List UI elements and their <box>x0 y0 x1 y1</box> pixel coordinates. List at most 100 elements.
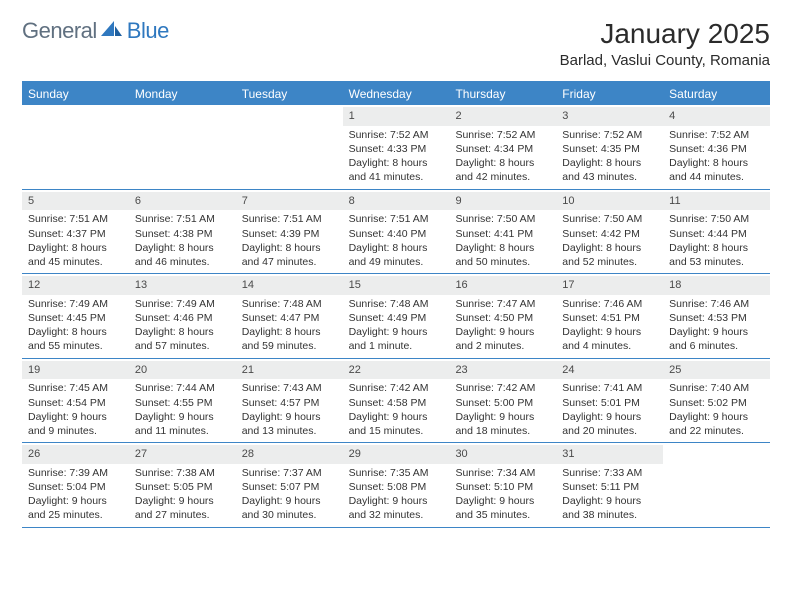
sunrise: Sunrise: 7:52 AM <box>669 128 764 142</box>
sunrise: Sunrise: 7:42 AM <box>349 381 444 395</box>
sunset: Sunset: 5:11 PM <box>562 480 657 494</box>
sunset: Sunset: 4:40 PM <box>349 227 444 241</box>
sunset: Sunset: 5:04 PM <box>28 480 123 494</box>
day-number: 16 <box>449 276 556 295</box>
day-number: 25 <box>663 361 770 380</box>
day-28: 28Sunrise: 7:37 AMSunset: 5:07 PMDayligh… <box>236 443 343 527</box>
sunset: Sunset: 4:47 PM <box>242 311 337 325</box>
day-4: 4Sunrise: 7:52 AMSunset: 4:36 PMDaylight… <box>663 105 770 189</box>
daylight: Daylight: 9 hours and 4 minutes. <box>562 325 657 353</box>
sunset: Sunset: 5:08 PM <box>349 480 444 494</box>
day-number: 4 <box>663 107 770 126</box>
day-number: 5 <box>22 192 129 211</box>
day-number: 20 <box>129 361 236 380</box>
sunrise: Sunrise: 7:35 AM <box>349 466 444 480</box>
month-title: January 2025 <box>560 18 770 50</box>
sunset: Sunset: 4:37 PM <box>28 227 123 241</box>
day-31: 31Sunrise: 7:33 AMSunset: 5:11 PMDayligh… <box>556 443 663 527</box>
sunset: Sunset: 4:53 PM <box>669 311 764 325</box>
day-12: 12Sunrise: 7:49 AMSunset: 4:45 PMDayligh… <box>22 274 129 358</box>
day-6: 6Sunrise: 7:51 AMSunset: 4:38 PMDaylight… <box>129 190 236 274</box>
day-number: 8 <box>343 192 450 211</box>
daylight: Daylight: 9 hours and 6 minutes. <box>669 325 764 353</box>
daylight: Daylight: 9 hours and 22 minutes. <box>669 410 764 438</box>
day-number: 29 <box>343 445 450 464</box>
sunrise: Sunrise: 7:50 AM <box>455 212 550 226</box>
sunrise: Sunrise: 7:45 AM <box>28 381 123 395</box>
sunrise: Sunrise: 7:34 AM <box>455 466 550 480</box>
sunset: Sunset: 4:35 PM <box>562 142 657 156</box>
day-14: 14Sunrise: 7:48 AMSunset: 4:47 PMDayligh… <box>236 274 343 358</box>
day-number: 7 <box>236 192 343 211</box>
daylight: Daylight: 8 hours and 41 minutes. <box>349 156 444 184</box>
day-17: 17Sunrise: 7:46 AMSunset: 4:51 PMDayligh… <box>556 274 663 358</box>
sunset: Sunset: 5:10 PM <box>455 480 550 494</box>
weeks-container: 1Sunrise: 7:52 AMSunset: 4:33 PMDaylight… <box>22 105 770 528</box>
sunrise: Sunrise: 7:37 AM <box>242 466 337 480</box>
dow-monday: Monday <box>129 83 236 105</box>
day-number <box>236 107 343 111</box>
day-number <box>663 445 770 449</box>
daylight: Daylight: 9 hours and 38 minutes. <box>562 494 657 522</box>
daylight: Daylight: 8 hours and 50 minutes. <box>455 241 550 269</box>
daylight: Daylight: 9 hours and 27 minutes. <box>135 494 230 522</box>
sunset: Sunset: 4:46 PM <box>135 311 230 325</box>
sunrise: Sunrise: 7:33 AM <box>562 466 657 480</box>
daylight: Daylight: 9 hours and 32 minutes. <box>349 494 444 522</box>
sunrise: Sunrise: 7:48 AM <box>349 297 444 311</box>
daylight: Daylight: 9 hours and 30 minutes. <box>242 494 337 522</box>
daylight: Daylight: 8 hours and 45 minutes. <box>28 241 123 269</box>
daylight: Daylight: 8 hours and 47 minutes. <box>242 241 337 269</box>
logo-text-general: General <box>22 18 97 44</box>
day-number <box>22 107 129 111</box>
day-11: 11Sunrise: 7:50 AMSunset: 4:44 PMDayligh… <box>663 190 770 274</box>
daylight: Daylight: 9 hours and 11 minutes. <box>135 410 230 438</box>
dow-tuesday: Tuesday <box>236 83 343 105</box>
sunrise: Sunrise: 7:52 AM <box>562 128 657 142</box>
day-18: 18Sunrise: 7:46 AMSunset: 4:53 PMDayligh… <box>663 274 770 358</box>
day-number <box>129 107 236 111</box>
dow-thursday: Thursday <box>449 83 556 105</box>
day-number: 2 <box>449 107 556 126</box>
daylight: Daylight: 8 hours and 55 minutes. <box>28 325 123 353</box>
day-number: 15 <box>343 276 450 295</box>
daylight: Daylight: 8 hours and 52 minutes. <box>562 241 657 269</box>
day-1: 1Sunrise: 7:52 AMSunset: 4:33 PMDaylight… <box>343 105 450 189</box>
sunset: Sunset: 4:51 PM <box>562 311 657 325</box>
day-number: 24 <box>556 361 663 380</box>
sunrise: Sunrise: 7:48 AM <box>242 297 337 311</box>
sunset: Sunset: 5:01 PM <box>562 396 657 410</box>
sunrise: Sunrise: 7:43 AM <box>242 381 337 395</box>
daylight: Daylight: 9 hours and 20 minutes. <box>562 410 657 438</box>
dow-sunday: Sunday <box>22 83 129 105</box>
day-number: 26 <box>22 445 129 464</box>
day-25: 25Sunrise: 7:40 AMSunset: 5:02 PMDayligh… <box>663 359 770 443</box>
sunrise: Sunrise: 7:42 AM <box>455 381 550 395</box>
day-27: 27Sunrise: 7:38 AMSunset: 5:05 PMDayligh… <box>129 443 236 527</box>
sunset: Sunset: 4:42 PM <box>562 227 657 241</box>
day-number: 13 <box>129 276 236 295</box>
sunrise: Sunrise: 7:51 AM <box>135 212 230 226</box>
location: Barlad, Vaslui County, Romania <box>560 52 770 69</box>
week-row: 19Sunrise: 7:45 AMSunset: 4:54 PM Dayligh… <box>22 359 770 444</box>
day-7: 7Sunrise: 7:51 AMSunset: 4:39 PMDaylight… <box>236 190 343 274</box>
day-22: 22Sunrise: 7:42 AMSunset: 4:58 PMDayligh… <box>343 359 450 443</box>
header: General Blue January 2025 Barlad, Vaslui… <box>22 18 770 69</box>
week-row: 1Sunrise: 7:52 AMSunset: 4:33 PMDaylight… <box>22 105 770 190</box>
day-8: 8Sunrise: 7:51 AMSunset: 4:40 PMDaylight… <box>343 190 450 274</box>
day-30: 30Sunrise: 7:34 AMSunset: 5:10 PMDayligh… <box>449 443 556 527</box>
sunset: Sunset: 4:54 PM <box>28 396 123 410</box>
sunrise: Sunrise: 7:46 AM <box>669 297 764 311</box>
daylight: Daylight: 9 hours and 2 minutes. <box>455 325 550 353</box>
day-24: 24Sunrise: 7:41 AMSunset: 5:01 PMDayligh… <box>556 359 663 443</box>
daylight: Daylight: 8 hours and 42 minutes. <box>455 156 550 184</box>
daylight: Daylight: 9 hours and 25 minutes. <box>28 494 123 522</box>
day-29: 29 Sunrise: 7:35 AMSunset: 5:08 PMDayligh… <box>343 443 450 527</box>
sunrise: Sunrise: 7:38 AM <box>135 466 230 480</box>
day-20: 20Sunrise: 7:44 AMSunset: 4:55 PMDayligh… <box>129 359 236 443</box>
day-13: 13Sunrise: 7:49 AMSunset: 4:46 PMDayligh… <box>129 274 236 358</box>
day-number: 19 <box>22 361 129 380</box>
day-number: 28 <box>236 445 343 464</box>
sunrise: Sunrise: 7:51 AM <box>28 212 123 226</box>
week-row: 26Sunrise: 7:39 AMSunset: 5:04 PMDayligh… <box>22 443 770 528</box>
